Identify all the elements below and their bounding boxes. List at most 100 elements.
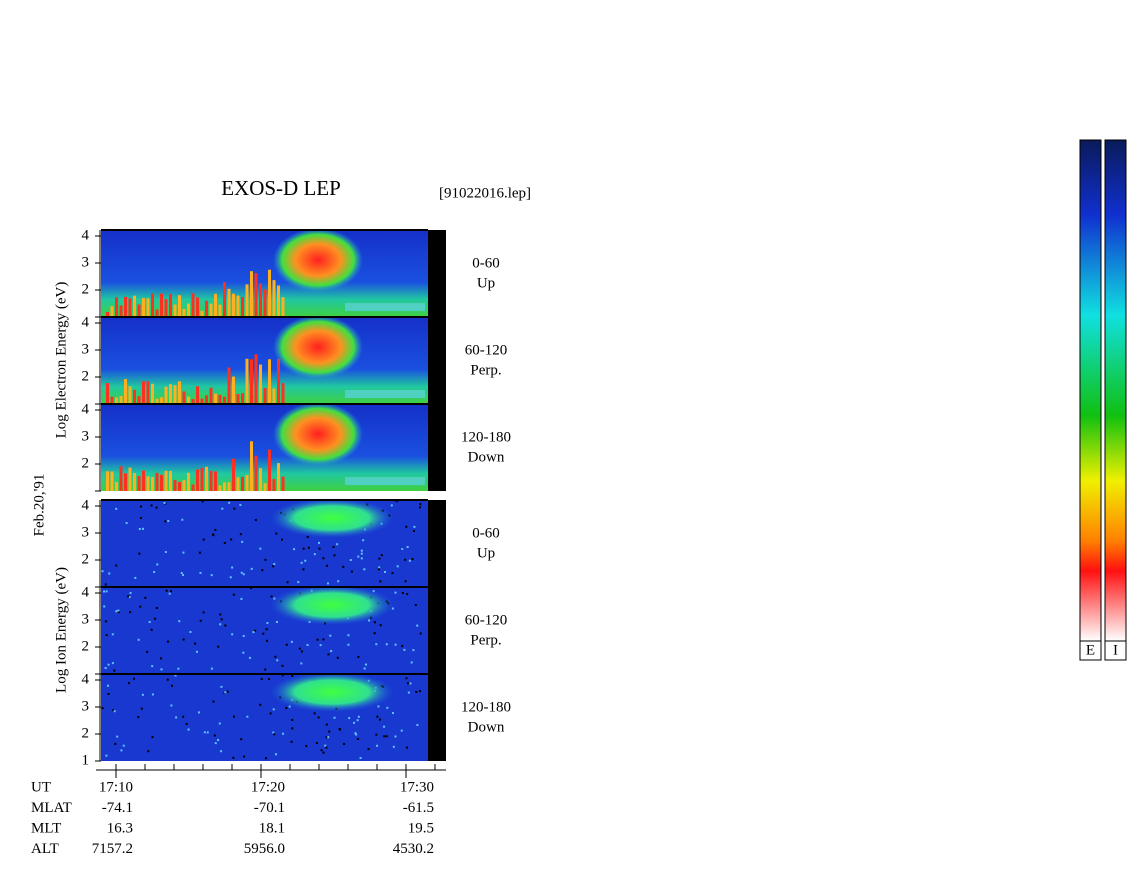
noise (325, 736, 328, 739)
spectrogram-spike (209, 470, 213, 491)
spectrogram-hot (273, 402, 363, 466)
noise (329, 634, 332, 637)
noise (254, 629, 257, 632)
spectrogram-spike (259, 364, 262, 404)
spectrogram-hot (270, 672, 394, 712)
noise (349, 559, 352, 562)
noise (416, 724, 419, 727)
noise (360, 552, 363, 555)
noise (272, 565, 275, 568)
spectrogram-spike (254, 455, 258, 491)
noise (147, 750, 150, 753)
spectrogram-spike (173, 385, 177, 404)
noise (212, 533, 215, 536)
noise (228, 501, 231, 504)
noise (266, 639, 269, 642)
noise (197, 711, 200, 714)
spectrogram-spike (187, 303, 190, 317)
spectrogram-spike (259, 468, 262, 491)
spectrogram-spike (146, 476, 150, 491)
y-axis-label: Log Electron Energy (eV) (53, 282, 69, 439)
noise (240, 597, 243, 600)
noise (242, 651, 245, 654)
noise (291, 727, 294, 730)
spectrogram-spike (263, 289, 267, 317)
spectrogram-spike (245, 358, 249, 404)
noise (182, 715, 185, 718)
noise (138, 528, 141, 531)
spectrogram-spike (133, 473, 136, 491)
spectrogram-spike (209, 387, 213, 404)
panel-direction: Perp. (470, 632, 501, 648)
spectrogram-spike (151, 477, 154, 491)
spectrogram-spike (164, 299, 168, 317)
spectrogram-spike (187, 472, 190, 491)
noise (133, 677, 136, 680)
spectrogram-spike (259, 283, 262, 317)
noise (285, 707, 288, 710)
noise (304, 559, 307, 562)
noise (226, 690, 229, 693)
noise (317, 716, 320, 719)
panel-angle: 120-180 (461, 429, 511, 445)
noise (199, 571, 202, 574)
noise (151, 736, 154, 739)
noise (219, 623, 222, 626)
spectrogram-spike (196, 469, 199, 491)
noise (410, 661, 413, 664)
noise (231, 633, 234, 636)
spectrogram-hot (273, 228, 363, 292)
spectrogram-spike (169, 470, 172, 491)
noise (305, 744, 308, 747)
noise (357, 555, 360, 558)
spectrogram-spike (281, 383, 285, 404)
noise (392, 712, 395, 715)
noise (144, 596, 147, 599)
noise (290, 640, 293, 643)
spectrogram-spike (106, 383, 109, 404)
spectrogram-spike (254, 354, 258, 404)
data-gap (428, 404, 446, 491)
noise (348, 717, 351, 720)
noise (120, 749, 123, 752)
noise (260, 678, 263, 681)
orbit-value: 17:30 (400, 779, 434, 795)
y-tick-label: 2 (82, 725, 90, 741)
noise (105, 590, 108, 593)
spectrogram-spike (236, 477, 240, 491)
noise (267, 678, 270, 681)
noise (377, 705, 380, 708)
noise (276, 659, 279, 662)
spectrogram-spike (160, 293, 163, 317)
spectrogram-spike (277, 285, 280, 317)
noise (386, 706, 389, 709)
y-tick-label: 4 (82, 497, 90, 513)
noise (385, 643, 388, 646)
noise (316, 638, 319, 641)
noise (320, 749, 323, 752)
noise (103, 605, 106, 608)
noise (313, 553, 316, 556)
noise (318, 541, 321, 544)
spectrogram-spike (236, 295, 240, 317)
spectrogram-spike (115, 297, 118, 317)
noise (221, 507, 224, 510)
noise (281, 674, 284, 677)
y-tick-label: 3 (82, 524, 90, 540)
noise (107, 692, 110, 695)
noise (408, 559, 411, 562)
noise (137, 638, 140, 641)
spectrogram-spike (142, 298, 145, 317)
noise (356, 737, 359, 740)
noise (281, 664, 284, 667)
spectrogram-spike (250, 441, 253, 491)
panel-angle: 120-180 (461, 699, 511, 715)
noise (373, 621, 376, 624)
noise (252, 631, 255, 634)
noise (164, 551, 167, 554)
noise (150, 628, 153, 631)
noise (168, 592, 171, 595)
noise (127, 595, 130, 598)
noise (327, 736, 330, 739)
noise (166, 678, 169, 681)
